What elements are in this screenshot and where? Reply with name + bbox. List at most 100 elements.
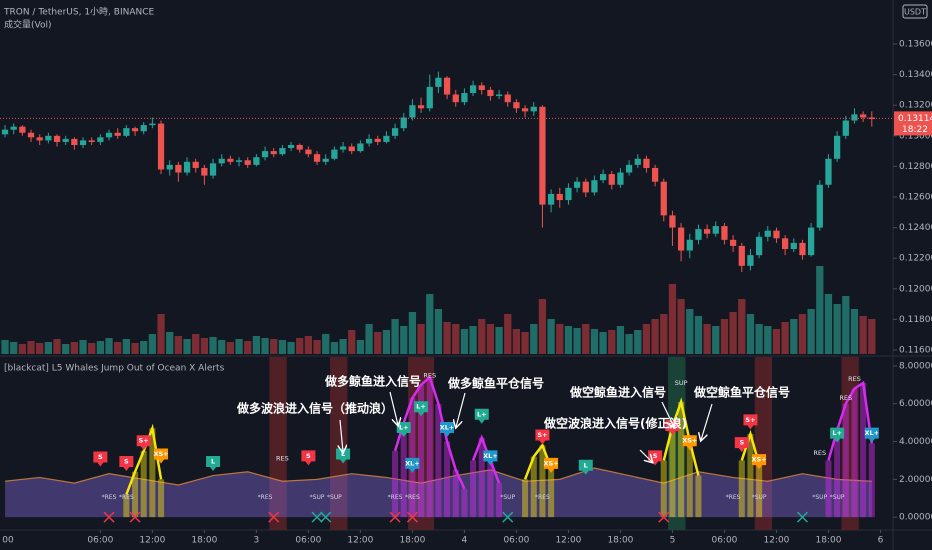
signal-label: L: [211, 458, 215, 466]
candle-body: [721, 226, 728, 240]
candle-body: [105, 132, 113, 138]
wave-bar: [548, 468, 555, 518]
signal-badge: [119, 456, 134, 472]
candle-body: [643, 158, 650, 168]
volume-bar: [868, 319, 876, 354]
candle-body: [131, 128, 139, 132]
volume-bar: [391, 319, 399, 354]
x-tick-label: 12:00: [555, 536, 581, 546]
star-label: *SUP: [327, 494, 342, 501]
volume-bar: [798, 314, 807, 354]
candle-body: [374, 138, 381, 142]
signal-label: L+: [832, 429, 842, 437]
signal-badge: [93, 451, 108, 467]
candle-body: [686, 239, 693, 251]
x-tick-label: 06:00: [87, 536, 113, 546]
candle-body: [608, 174, 615, 185]
volume-bar: [304, 336, 313, 354]
volume-bar: [270, 339, 278, 354]
candle-body: [331, 149, 338, 159]
volume-bar: [313, 340, 321, 354]
volume-bar: [235, 339, 243, 354]
star-label: *RES: [119, 494, 134, 501]
volume-bar: [287, 342, 295, 354]
volume-bar: [790, 319, 798, 354]
candle-body: [504, 94, 511, 103]
volume-bar: [131, 343, 139, 354]
currency[interactable]: USDT: [904, 8, 926, 17]
volume-bar: [694, 316, 703, 354]
volume-bar: [460, 329, 469, 354]
candle-body: [287, 144, 295, 149]
volume-bar: [842, 296, 850, 354]
x-tick-label: 6: [878, 536, 884, 546]
volume-bar: [443, 322, 451, 354]
candle-body: [651, 167, 659, 182]
x-tick-label: 12:00: [347, 536, 373, 546]
volume-bar: [200, 338, 209, 354]
volume-bar: [764, 326, 772, 354]
currency-box[interactable]: [902, 4, 928, 19]
candle-body: [842, 120, 849, 136]
volume-bar: [148, 334, 157, 354]
signal-badge: [734, 437, 749, 453]
wave-bar: [530, 456, 537, 518]
signal-label: S+: [745, 416, 755, 424]
candle-body: [97, 137, 104, 142]
candle-body: [149, 123, 156, 126]
candle-body: [253, 157, 260, 165]
candle-body: [790, 242, 797, 250]
candle-body: [183, 161, 191, 173]
volume-bar: [668, 284, 677, 354]
wave-bar: [426, 377, 433, 518]
chart-title: TRON / TetherUS, 1小時, BINANCE: [3, 7, 155, 18]
star-label: *SUP: [830, 494, 845, 501]
volume-bar: [114, 342, 122, 354]
x-tick-label: 00: [2, 536, 14, 546]
volume-bar: [252, 336, 261, 354]
volume-bar: [582, 324, 590, 354]
volume-bar: [738, 299, 746, 354]
wave-bar: [686, 441, 693, 518]
candle-body: [10, 126, 17, 130]
volume-bar: [209, 337, 217, 354]
candle-body: [556, 193, 563, 201]
wave-bar: [435, 403, 442, 518]
signal-label: XS+: [544, 459, 559, 467]
volume-bar: [374, 332, 382, 354]
volume-bar: [10, 342, 18, 354]
candle-body: [851, 114, 858, 121]
cross-marker: [129, 511, 141, 523]
signal-text: RES: [839, 394, 852, 402]
volume-bar: [530, 324, 538, 354]
volume-bar: [417, 324, 425, 354]
volume-bar: [729, 312, 737, 354]
candle-body: [235, 160, 243, 162]
candle-body: [261, 151, 269, 158]
volume-bar: [322, 334, 330, 354]
volume-bar: [651, 319, 659, 354]
x-tick-label: 18:00: [607, 536, 633, 546]
volume-bar: [495, 327, 503, 354]
volume-bar: [261, 338, 269, 354]
wave-bar: [660, 460, 667, 518]
wave-line: [393, 375, 466, 490]
annotation: 做空波浪进入信号(修正浪): [543, 416, 687, 431]
candle-body: [712, 226, 719, 234]
signal-zone: [841, 357, 859, 530]
volume-bar: [556, 324, 564, 354]
signal-badge: [483, 450, 498, 466]
volume-bar: [807, 309, 815, 354]
signal-badge: [440, 421, 455, 437]
volume-bar: [564, 326, 573, 354]
wave-bar: [669, 426, 676, 518]
signal-label: XL+: [405, 459, 420, 467]
volume-bar: [79, 340, 87, 354]
candle-body: [209, 163, 217, 176]
